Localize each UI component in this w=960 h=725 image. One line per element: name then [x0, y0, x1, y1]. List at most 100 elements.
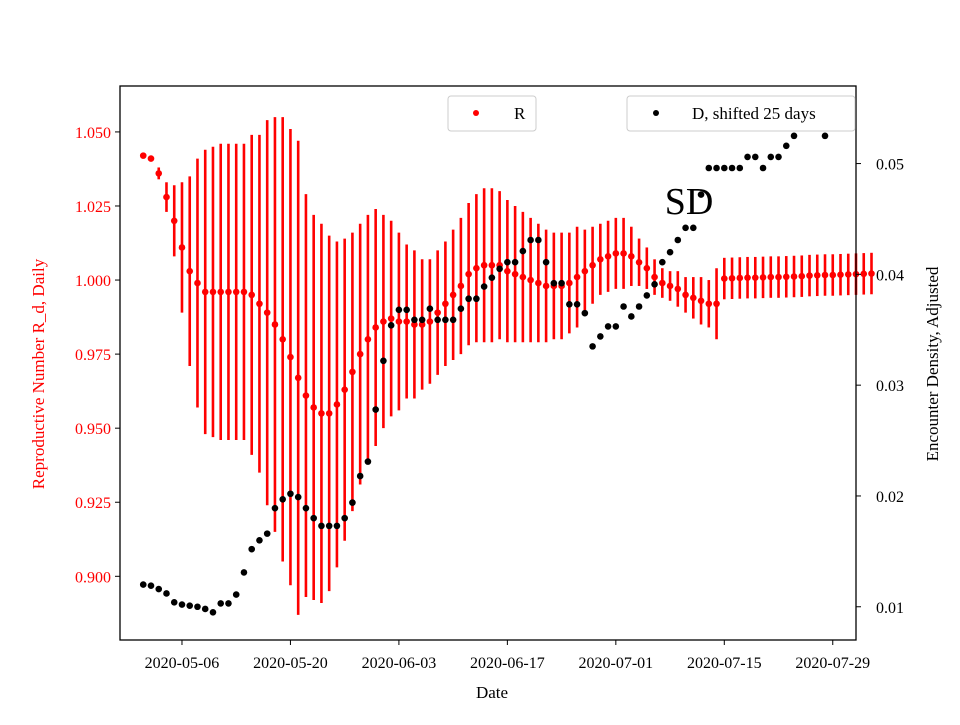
r-point	[387, 315, 395, 322]
d-point	[643, 292, 651, 299]
d-point	[751, 153, 759, 161]
y-right-tick-label: 0.01	[876, 600, 904, 617]
r-point	[651, 273, 658, 281]
r-point	[666, 282, 674, 290]
d-point	[713, 164, 720, 172]
r-point	[155, 170, 163, 177]
r-point	[434, 309, 441, 316]
r-point	[813, 272, 821, 279]
x-tick-label: 2020-07-15	[687, 655, 762, 672]
legend-r: R	[447, 95, 537, 132]
r-point	[837, 271, 844, 279]
d-point	[434, 316, 441, 324]
r-point	[488, 261, 496, 269]
legend-d-frame	[626, 95, 856, 132]
d-point	[651, 281, 658, 288]
y-right-tick-label: 0.05	[876, 157, 904, 174]
d-point	[465, 295, 472, 303]
d-point	[349, 499, 356, 506]
d-point	[697, 191, 705, 198]
r-points-layer	[139, 152, 875, 417]
d-point	[372, 406, 379, 413]
r-point	[674, 285, 682, 293]
d-point	[139, 581, 147, 588]
r-point	[713, 300, 720, 308]
r-point	[457, 282, 465, 290]
r-point	[519, 273, 527, 281]
legend-d-label: D, shifted 25 days	[692, 104, 816, 123]
r-point	[418, 321, 426, 328]
d-point	[232, 591, 240, 598]
r-point	[775, 273, 782, 281]
x-tick-label: 2020-05-06	[145, 655, 220, 672]
d-point	[581, 309, 589, 317]
d-point	[496, 265, 503, 273]
d-point	[256, 536, 263, 544]
y-left-tick-label: 0.975	[75, 347, 111, 364]
r-point	[194, 279, 201, 287]
r-point	[860, 270, 868, 278]
d-point	[744, 153, 751, 161]
r-point	[697, 297, 705, 305]
legend-r-label: R	[514, 104, 526, 123]
r-point	[341, 386, 348, 393]
x-tick-label: 2020-05-20	[253, 655, 328, 672]
d-point	[186, 602, 194, 609]
y-left-tick-label: 1.050	[75, 125, 111, 142]
r-point	[744, 274, 751, 281]
d-point	[511, 258, 519, 266]
r-point	[782, 273, 790, 281]
d-point	[287, 490, 294, 498]
d-point	[782, 142, 790, 150]
r-point	[868, 270, 875, 277]
r-point	[504, 267, 511, 275]
d-point	[759, 164, 767, 172]
y-left-tick-label: 1.000	[75, 273, 111, 290]
r-point	[201, 288, 209, 296]
r-point	[271, 321, 279, 328]
r-point	[604, 253, 612, 260]
y-axis-left-label: Reproductive Number R_d, Daily	[29, 258, 48, 489]
r-point	[232, 288, 240, 296]
y-left-tick-label: 0.900	[75, 569, 111, 586]
r-point	[736, 274, 744, 282]
d-point	[504, 258, 511, 266]
r-point	[589, 261, 596, 269]
r-point	[720, 275, 728, 282]
d-point	[442, 316, 449, 324]
r-point	[581, 267, 589, 275]
y-right-tick-label: 0.03	[876, 378, 904, 395]
d-point	[364, 458, 372, 465]
r-point	[659, 279, 666, 287]
d-point	[325, 522, 333, 530]
d-point	[170, 599, 178, 606]
d-point	[620, 303, 627, 310]
y-left-tick-label: 1.025	[75, 199, 111, 216]
d-point	[387, 322, 395, 329]
r-point	[310, 404, 317, 411]
r-point	[821, 271, 829, 279]
d-point	[271, 504, 279, 512]
d-point	[333, 522, 341, 530]
r-point	[287, 353, 294, 361]
d-point	[302, 504, 310, 512]
d-points-layer	[139, 99, 844, 616]
r-point	[790, 273, 798, 280]
r-point	[682, 291, 689, 299]
d-point	[612, 323, 620, 330]
r-point	[372, 324, 379, 331]
d-point	[690, 224, 697, 232]
r-point	[349, 368, 356, 376]
r-point	[364, 335, 372, 343]
r-point	[690, 294, 697, 302]
d-point	[674, 236, 682, 244]
r-point	[263, 309, 271, 316]
d-point	[155, 585, 163, 593]
r-point	[449, 291, 457, 299]
r-point	[628, 253, 635, 260]
r-point	[302, 392, 310, 399]
y-left-tick-label: 0.950	[75, 421, 111, 438]
d-point	[294, 493, 302, 501]
r-point	[635, 258, 643, 266]
